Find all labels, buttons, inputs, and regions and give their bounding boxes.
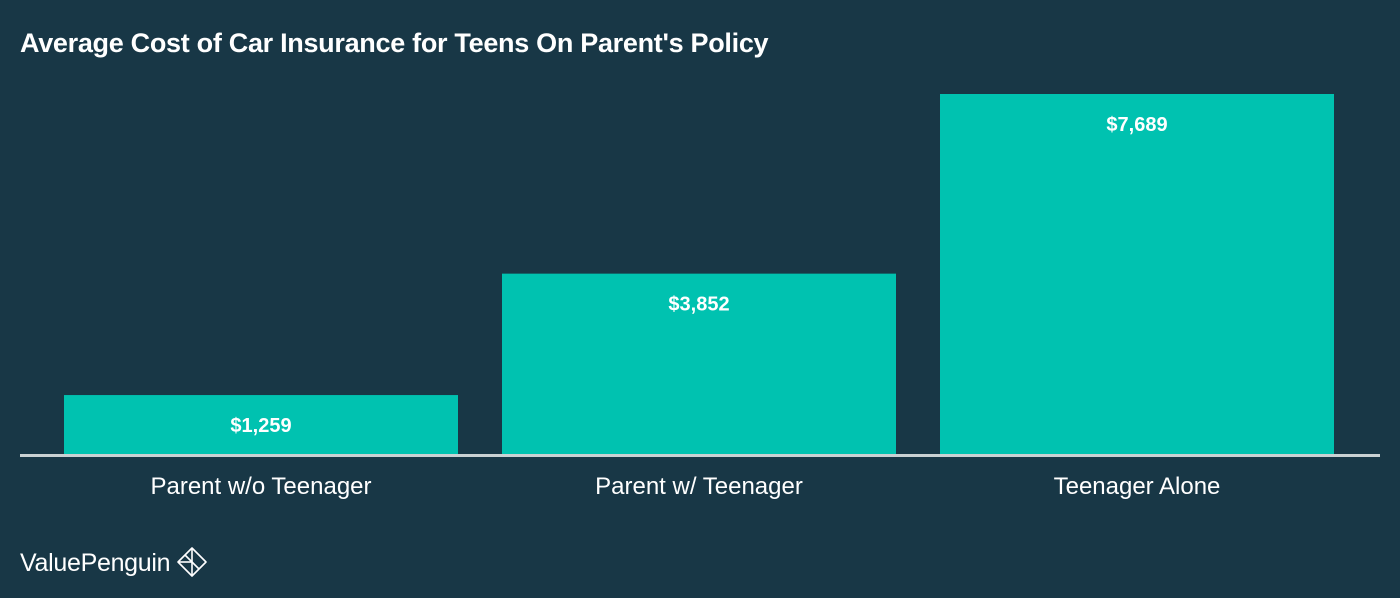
category-labels-group: Parent w/o Teenager Parent w/ Teenager Tee… (150, 473, 1220, 500)
brand-name: ValuePenguin (20, 548, 171, 577)
bar-labels-group: $1,259 $3,852 $7,689 (230, 114, 1167, 437)
brand-logo: ValuePenguin (20, 546, 209, 580)
category-label-0: Parent w/o Teenager (150, 473, 371, 500)
category-label-1: Parent w/ Teenager (595, 473, 803, 500)
bar-0 (64, 395, 458, 454)
bar-value-label-0: $1,259 (230, 415, 291, 437)
category-label-2: Teenager Alone (1054, 473, 1221, 500)
bar-value-label-2: $7,689 (1106, 114, 1167, 136)
bar-1 (502, 273, 896, 454)
chart-title: Average Cost of Car Insurance for Teens … (20, 28, 769, 58)
bars-group (64, 94, 1334, 454)
bar-value-label-1: $3,852 (668, 294, 729, 316)
bar-2 (940, 94, 1334, 454)
penguin-logo-icon (177, 547, 208, 577)
